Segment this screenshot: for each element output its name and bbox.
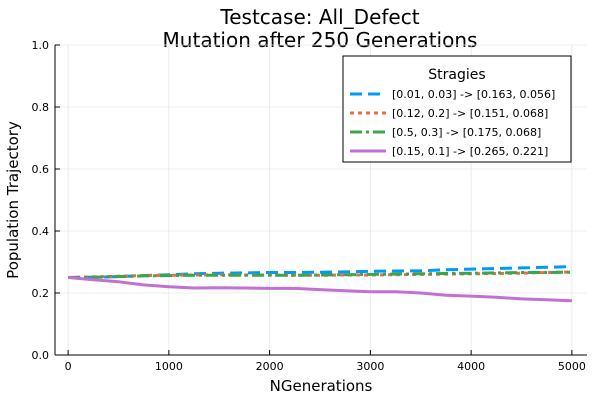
x-tick-label: 5000	[558, 360, 586, 373]
x-tick-label: 2000	[256, 360, 284, 373]
legend-title: Stragies	[428, 67, 485, 83]
y-axis-label: Population Trajectory	[4, 121, 22, 279]
y-tick-label: 0.2	[32, 287, 50, 300]
y-tick-label: 0.0	[32, 349, 50, 362]
series-line-3	[68, 270, 572, 279]
series-line-1	[68, 265, 572, 279]
y-tick-label: 1.0	[32, 39, 50, 52]
y-tick-label: 0.8	[32, 101, 50, 114]
series-group	[67, 265, 572, 303]
x-tick-label: 1000	[155, 360, 183, 373]
x-tick-label: 0	[65, 360, 72, 373]
legend-label-1: [0.01, 0.03] -> [0.163, 0.056]	[392, 88, 555, 101]
legend: Stragies [0.01, 0.03] -> [0.163, 0.056][…	[342, 55, 572, 163]
legend-label-2: [0.12, 0.2] -> [0.151, 0.068]	[392, 107, 548, 120]
series-line-4	[67, 276, 572, 303]
x-tick-label: 3000	[356, 360, 384, 373]
y-ticks: 0.0 0.2 0.4 0.6 0.8 1.0	[32, 39, 60, 362]
x-ticks: 0 1000 2000 3000 4000 5000	[65, 350, 586, 373]
chart-subtitle: Mutation after 250 Generations	[163, 28, 478, 52]
legend-items: [0.01, 0.03] -> [0.163, 0.056] [0.12, 0.2…	[350, 88, 555, 158]
axes	[54, 45, 587, 356]
legend-label-4: [0.15, 0.1] -> [0.265, 0.221]	[392, 145, 548, 158]
x-tick-label: 4000	[457, 360, 485, 373]
chart-title: Testcase: All_Defect	[219, 5, 419, 29]
y-tick-label: 0.6	[32, 163, 50, 176]
y-tick-label: 0.4	[32, 225, 50, 238]
legend-label-3: [0.5, 0.3] -> [0.175, 0.068]	[392, 126, 541, 139]
x-axis-label: NGenerations	[270, 377, 373, 395]
legend-box	[342, 55, 572, 163]
